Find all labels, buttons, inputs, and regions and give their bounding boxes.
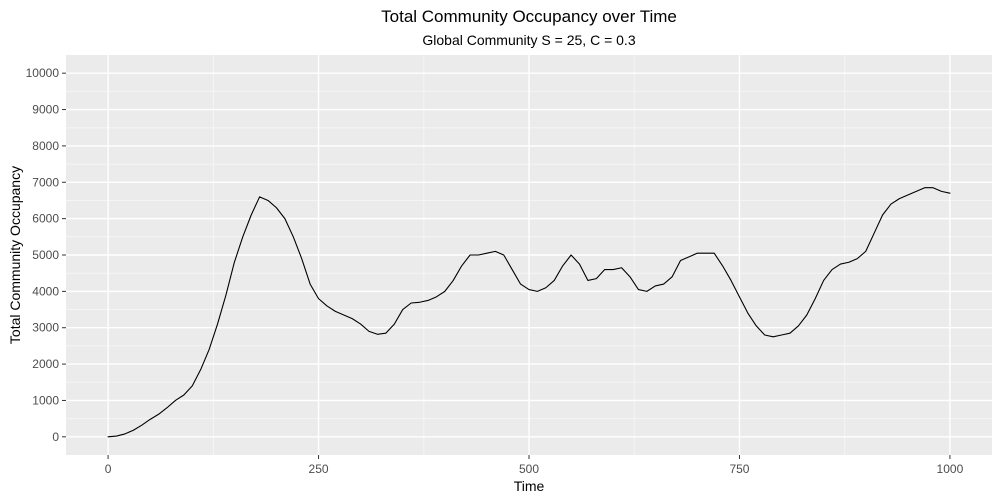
y-tick-label: 2000: [32, 357, 59, 371]
y-axis: 0 1000 2000 3000 4000 5000 6000 7000 8000 9000 100…: [26, 66, 66, 444]
x-axis-title: Time: [514, 478, 545, 494]
x-axis: 0 250 500 750 1000: [105, 455, 964, 476]
x-tick-label: 250: [309, 462, 329, 476]
y-tick-label: 4000: [32, 284, 59, 298]
y-tick-label: 0: [52, 430, 59, 444]
y-tick-label: 10000: [26, 66, 60, 80]
chart-subtitle: Global Community S = 25, C = 0.3: [422, 32, 635, 48]
y-axis-title: Total Community Occupancy: [7, 166, 23, 344]
y-tick-label: 3000: [32, 321, 59, 335]
x-tick-label: 1000: [937, 462, 964, 476]
y-tick-label: 8000: [32, 139, 59, 153]
chart-title: Total Community Occupancy over Time: [381, 7, 677, 26]
x-tick-label: 750: [729, 462, 749, 476]
y-tick-label: 7000: [32, 175, 59, 189]
series-layer: [107, 187, 951, 438]
y-tick-label: 9000: [32, 103, 59, 117]
grid-major: [66, 55, 992, 455]
y-tick-label: 5000: [32, 248, 59, 262]
x-tick-label: 0: [105, 462, 112, 476]
y-tick-label: 6000: [32, 212, 59, 226]
y-tick-label: 1000: [32, 393, 59, 407]
series-line: [107, 187, 951, 438]
x-tick-label: 500: [519, 462, 539, 476]
